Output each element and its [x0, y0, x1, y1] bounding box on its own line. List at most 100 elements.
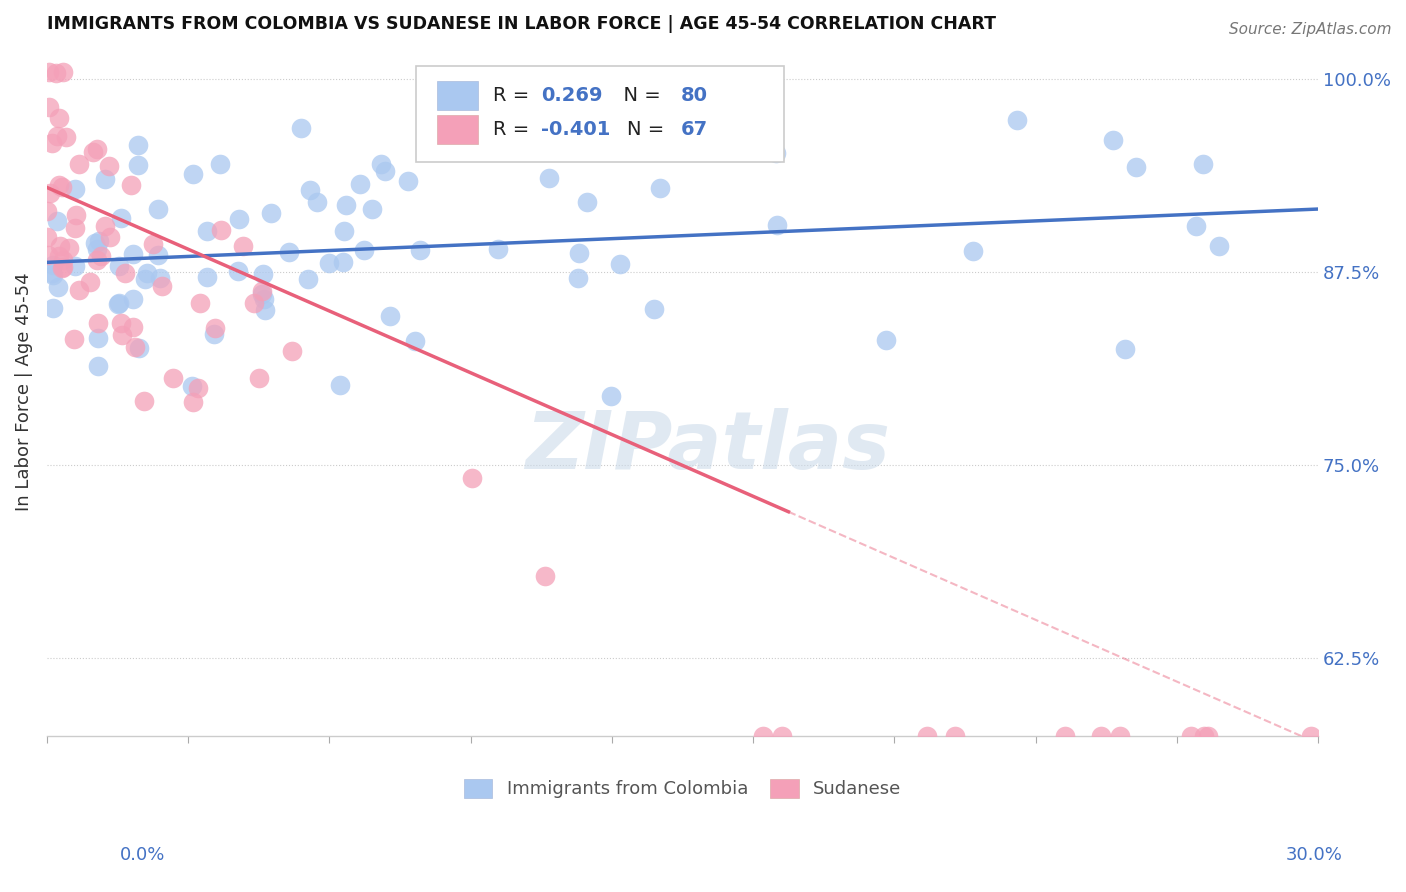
Point [208, 157, 231, 171]
Point [1054, 729, 1077, 743]
Point [299, 183, 322, 197]
Point [107, 295, 129, 310]
Text: IMMIGRANTS FROM COLOMBIA VS SUDANESE IN LABOR FORCE | AGE 45-54 CORRELATION CHAR: IMMIGRANTS FROM COLOMBIA VS SUDANESE IN … [46, 15, 995, 33]
Point [87, 331, 110, 345]
Point [86, 243, 108, 257]
Point [127, 138, 149, 153]
Point [290, 120, 312, 135]
Point [79, 276, 101, 290]
Point [962, 244, 984, 259]
Point [52, 64, 75, 78]
Point [380, 309, 402, 323]
Point [67, 283, 90, 297]
Legend: Immigrants from Colombia, Sudanese: Immigrants from Colombia, Sudanese [457, 772, 908, 805]
Text: 30.0%: 30.0% [1286, 846, 1343, 863]
Point [98, 159, 121, 173]
FancyBboxPatch shape [437, 115, 478, 144]
Point [67, 156, 90, 170]
Point [42, 268, 65, 283]
Point [48, 178, 70, 192]
Point [134, 272, 156, 286]
Point [332, 255, 354, 269]
Point [55, 130, 77, 145]
Y-axis label: In Labor Force | Age 45-54: In Labor Force | Age 45-54 [15, 273, 32, 511]
Point [120, 178, 142, 192]
Point [114, 266, 136, 280]
Point [41, 266, 63, 280]
Point [52, 253, 75, 268]
Point [110, 316, 132, 330]
Point [600, 388, 623, 402]
Point [42, 301, 65, 316]
Point [1299, 729, 1322, 743]
Point [1102, 133, 1125, 147]
Point [1125, 160, 1147, 174]
Point [148, 248, 170, 262]
Point [250, 287, 273, 301]
Point [48, 111, 70, 125]
Point [84, 235, 107, 250]
Point [110, 211, 132, 225]
Point [195, 270, 218, 285]
Point [35, 230, 58, 244]
Point [370, 157, 392, 171]
Point [132, 393, 155, 408]
Point [1192, 729, 1215, 743]
Point [243, 296, 266, 310]
Point [461, 470, 484, 484]
Point [41, 258, 63, 272]
Point [202, 326, 225, 341]
Point [45, 66, 67, 80]
Text: R =: R = [494, 120, 536, 139]
Point [48, 280, 70, 294]
Point [107, 296, 129, 310]
Point [253, 292, 276, 306]
Point [149, 270, 172, 285]
Point [360, 202, 382, 216]
Text: N =: N = [612, 86, 668, 104]
Point [65, 260, 87, 274]
Point [128, 341, 150, 355]
Point [650, 181, 672, 195]
FancyBboxPatch shape [437, 81, 478, 110]
Text: 0.269: 0.269 [541, 86, 603, 104]
Point [181, 395, 204, 409]
Point [567, 271, 589, 285]
Point [87, 359, 110, 374]
Text: -0.401: -0.401 [541, 120, 610, 139]
Point [252, 284, 274, 298]
Point [188, 295, 211, 310]
Point [48, 239, 70, 253]
Point [135, 266, 157, 280]
Point [142, 237, 165, 252]
Point [252, 267, 274, 281]
Point [247, 370, 270, 384]
Point [37, 248, 59, 262]
Point [122, 292, 145, 306]
Point [1191, 157, 1213, 171]
Point [89, 235, 111, 249]
Text: R =: R = [494, 86, 536, 104]
Point [87, 317, 110, 331]
Point [568, 246, 591, 260]
Point [349, 177, 371, 191]
Point [752, 729, 775, 743]
Point [58, 241, 80, 255]
Point [41, 136, 63, 150]
Point [1005, 112, 1028, 127]
FancyBboxPatch shape [416, 66, 785, 161]
Point [209, 223, 232, 237]
Point [408, 243, 430, 257]
Point [277, 245, 299, 260]
Point [52, 260, 75, 275]
Point [94, 219, 117, 233]
Point [38, 64, 60, 78]
Point [86, 253, 108, 268]
Point [1208, 239, 1230, 253]
Point [98, 229, 121, 244]
Text: Source: ZipAtlas.com: Source: ZipAtlas.com [1229, 22, 1392, 37]
Point [38, 100, 60, 114]
Point [943, 729, 966, 743]
Point [150, 278, 173, 293]
Point [107, 260, 129, 274]
